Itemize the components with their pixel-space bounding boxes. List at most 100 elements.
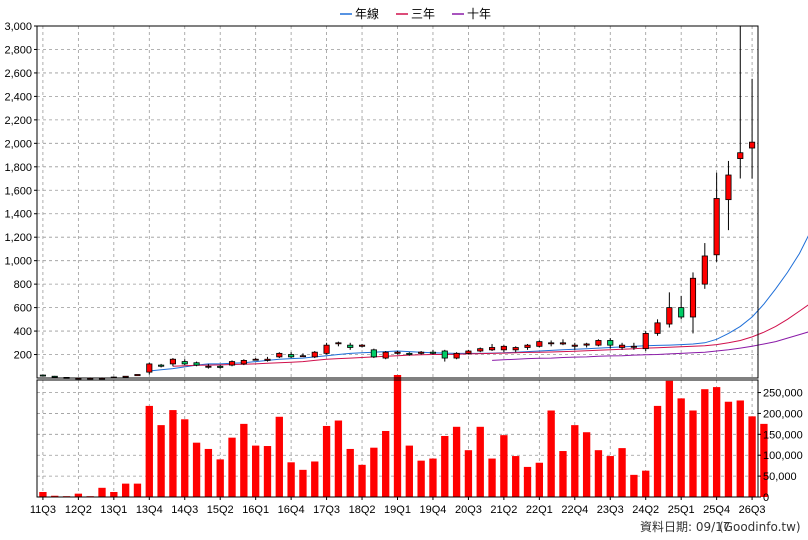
candle-body bbox=[441, 350, 448, 359]
volume-bar bbox=[74, 493, 83, 497]
x-tick-label: 15Q2 bbox=[207, 504, 234, 516]
x-tick-label: 19Q1 bbox=[384, 504, 411, 516]
legend: 年線 三年 十年 bbox=[340, 6, 491, 21]
volume-bar bbox=[145, 405, 153, 497]
legend-label-0: 年線 bbox=[355, 6, 379, 21]
price-tick-label: 1,000 bbox=[4, 256, 32, 268]
candle-body bbox=[418, 351, 425, 354]
price-grid bbox=[37, 25, 758, 378]
x-tick-label: 24Q2 bbox=[632, 504, 659, 516]
price-tick-label: 400 bbox=[14, 326, 32, 338]
candle-body bbox=[193, 362, 200, 366]
price-tick-label: 200 bbox=[14, 350, 32, 362]
volume-bar bbox=[559, 451, 567, 497]
x-tick-label: 16Q1 bbox=[242, 504, 269, 516]
candle-body bbox=[737, 152, 744, 159]
volume-bar bbox=[476, 426, 484, 497]
candle-body bbox=[536, 341, 543, 347]
candle-body bbox=[158, 364, 165, 367]
volume-bar bbox=[618, 448, 626, 497]
volume-bar bbox=[594, 450, 603, 497]
volume-bar bbox=[169, 410, 177, 497]
volume-bar bbox=[157, 425, 165, 497]
x-tick-label: 22Q1 bbox=[526, 504, 553, 516]
volume-bar bbox=[405, 445, 413, 497]
candle-body bbox=[217, 365, 224, 368]
volume-bar bbox=[370, 447, 378, 497]
volume-bar bbox=[653, 405, 662, 497]
volume-bar bbox=[748, 416, 756, 497]
candle-body bbox=[619, 344, 626, 348]
source-label: (Goodinfo.tw) bbox=[719, 520, 801, 534]
volume-bar bbox=[441, 435, 449, 497]
x-tick-label: 26Q3 bbox=[739, 504, 766, 516]
candle-body bbox=[571, 344, 578, 347]
volume-axis-ticks: 0 50,000 100,000 150,000 200,000 250,000 bbox=[758, 388, 803, 504]
candle-body bbox=[134, 374, 141, 377]
volume-bar bbox=[181, 419, 189, 497]
volume-bar bbox=[358, 464, 366, 497]
candle-body bbox=[228, 361, 236, 366]
x-tick-label: 21Q2 bbox=[490, 504, 517, 516]
volume-bar bbox=[382, 430, 390, 497]
price-tick-label: 2,800 bbox=[4, 44, 32, 56]
candle-body bbox=[678, 307, 685, 318]
legend-label-2: 十年 bbox=[467, 7, 491, 21]
volume-bar bbox=[512, 456, 520, 497]
candle-body bbox=[288, 354, 295, 358]
candle-body bbox=[666, 307, 673, 325]
legend-label-1: 三年 bbox=[411, 7, 435, 21]
price-axis-ticks: 200 400 600 800 1,000 1,200 1,400 1,600 1,800 2,0… bbox=[4, 21, 37, 362]
candle-body bbox=[181, 361, 188, 365]
volume-bar bbox=[417, 460, 425, 497]
volume-bar bbox=[216, 459, 224, 497]
series-line-1 bbox=[172, 304, 808, 367]
volume-tick-label: 0 bbox=[763, 492, 769, 504]
volume-bar bbox=[240, 423, 248, 497]
candle-body bbox=[583, 343, 590, 346]
volume-bar bbox=[452, 426, 461, 497]
price-tick-label: 600 bbox=[14, 303, 32, 315]
volume-tick-label: 250,000 bbox=[763, 388, 803, 400]
candle-body bbox=[548, 342, 555, 345]
candle-body bbox=[394, 351, 401, 354]
volume-bar bbox=[606, 456, 614, 497]
candle-body bbox=[477, 348, 484, 352]
candle-body bbox=[429, 351, 437, 354]
volume-bar bbox=[287, 462, 295, 497]
volume-bar bbox=[760, 423, 768, 497]
volume-bar bbox=[677, 398, 685, 497]
candle-body bbox=[689, 277, 697, 318]
moving-average-lines bbox=[149, 235, 808, 372]
series-line-0 bbox=[149, 235, 808, 372]
volume-bar bbox=[322, 425, 331, 497]
volume-bar bbox=[464, 450, 473, 497]
candle-body bbox=[725, 174, 732, 201]
candle-body bbox=[642, 333, 649, 350]
volume-bar bbox=[299, 469, 307, 497]
volume-bar bbox=[571, 425, 579, 497]
volume-bar bbox=[665, 380, 674, 497]
candles bbox=[39, 26, 756, 380]
series-line-2 bbox=[492, 331, 808, 361]
volume-bar bbox=[523, 466, 532, 497]
price-tick-label: 2,400 bbox=[4, 91, 32, 103]
x-tick-label: 12Q2 bbox=[65, 504, 92, 516]
candle-body bbox=[335, 342, 342, 345]
candle-body bbox=[252, 358, 259, 361]
data-date-label: 資料日期: 09/17 bbox=[640, 520, 730, 534]
x-tick-label: 18Q2 bbox=[349, 504, 376, 516]
candle-body bbox=[370, 349, 377, 358]
candle-body bbox=[205, 365, 212, 368]
x-tick-label: 25Q1 bbox=[668, 504, 695, 516]
candle-body bbox=[240, 359, 247, 365]
candle-body bbox=[500, 345, 507, 351]
volume-tick-label: 100,000 bbox=[763, 450, 803, 462]
price-tick-label: 1,600 bbox=[4, 185, 32, 197]
volume-bar bbox=[393, 374, 402, 497]
volume-tick-label: 50,000 bbox=[763, 471, 797, 483]
volume-bar bbox=[724, 401, 733, 497]
volume-bar bbox=[275, 416, 283, 497]
x-tick-label: 19Q4 bbox=[419, 504, 446, 516]
volume-bar bbox=[121, 483, 130, 497]
